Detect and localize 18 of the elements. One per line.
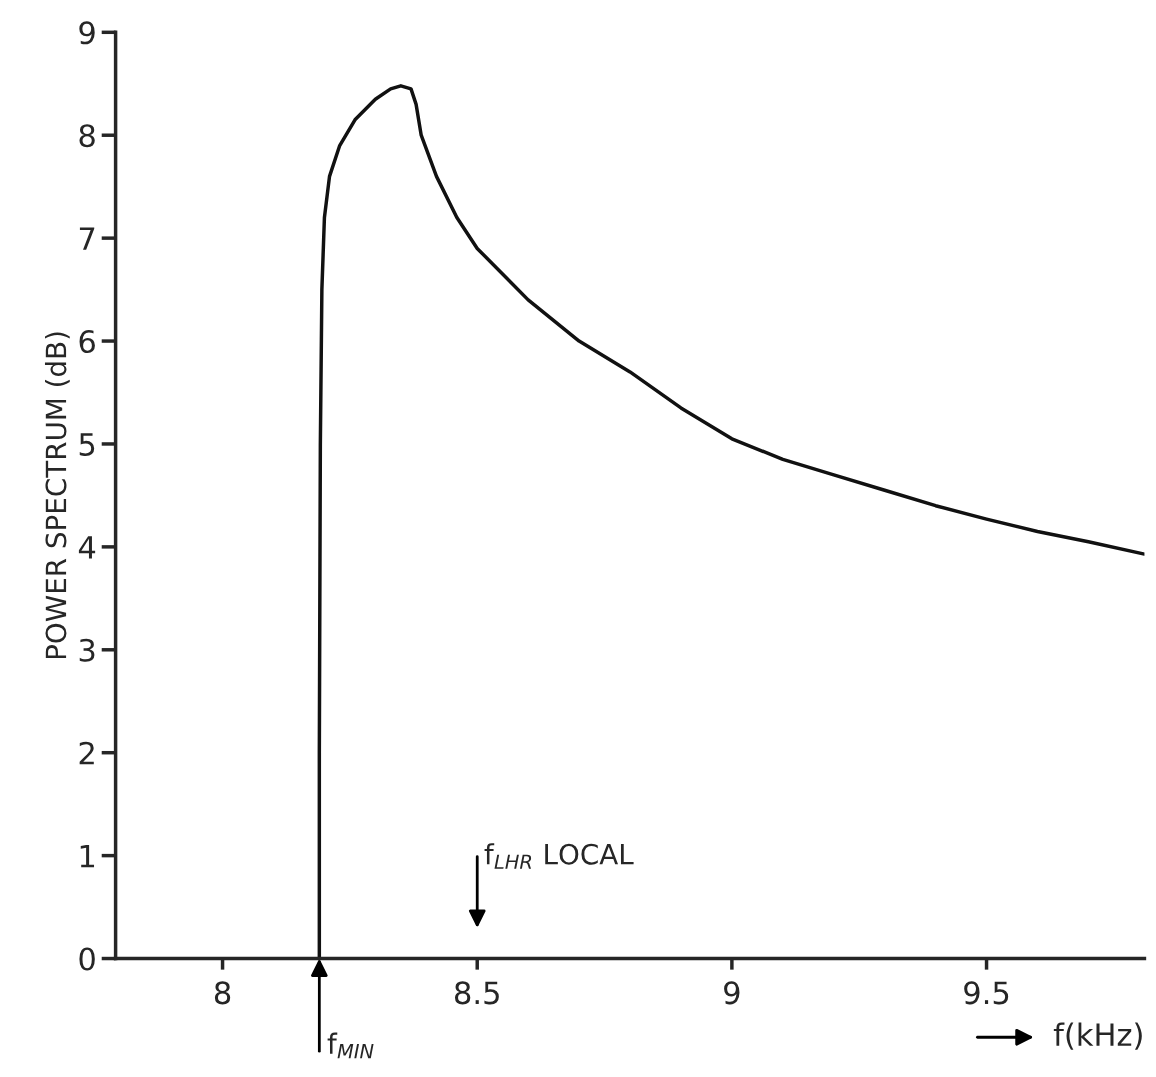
x-tick-label: 9.5 — [964, 981, 1009, 1005]
x-tick-label: 8 — [214, 981, 231, 1005]
y-tick-label: 6 — [79, 329, 95, 354]
x-axis-title: f(kHz) — [1053, 1022, 1142, 1050]
y-tick-label: 8 — [79, 124, 95, 148]
x-tick-label: 8.5 — [455, 981, 499, 1005]
y-tick-label: 3 — [79, 638, 95, 662]
y-tick-label: 4 — [78, 536, 96, 559]
y-tick-label: 2 — [79, 741, 94, 765]
y-tick-label: 1 — [80, 844, 95, 868]
annotation: f$_{LHR}$ LOCAL — [484, 843, 634, 869]
y-tick-label: 7 — [79, 227, 95, 250]
x-tick-label: 9 — [724, 981, 740, 1005]
y-tick-label: 0 — [79, 947, 95, 971]
y-tick-label: 5 — [79, 433, 95, 457]
y-axis-title: POWER SPECTRUM (dB) — [44, 332, 70, 659]
y-tick-label: 9 — [79, 21, 95, 45]
annotation: f$_{MIN}$ — [327, 1032, 374, 1059]
